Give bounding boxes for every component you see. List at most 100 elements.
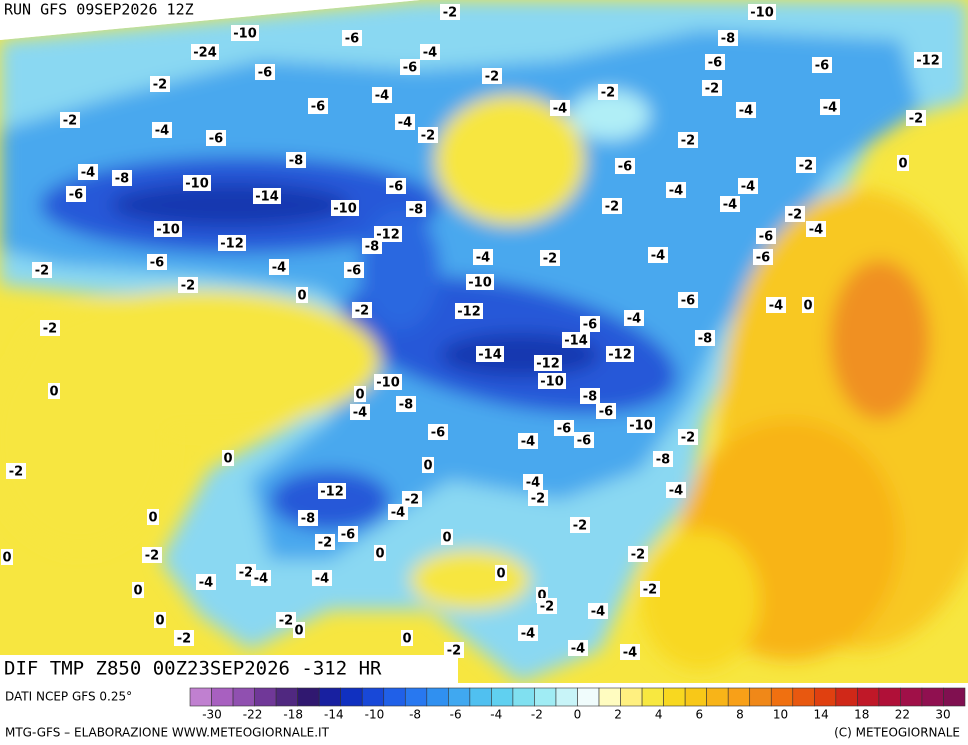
contour-label-box [132, 582, 144, 598]
contour-label-box [418, 127, 438, 143]
contour-label: -24 [193, 46, 217, 61]
contour-label-box [812, 57, 832, 73]
contour-label-box [147, 509, 159, 525]
contour-label-box [748, 4, 776, 20]
colorbar-swatch [835, 687, 858, 707]
colorbar-swatch [878, 687, 901, 707]
contour-label-box [588, 603, 608, 619]
contour-label-box [534, 355, 562, 371]
contour-label-box [206, 130, 226, 146]
contour-label: -2 [177, 632, 191, 647]
contour-label: -8 [301, 512, 315, 527]
contour-label: -2 [318, 536, 332, 551]
colorbar-tick-label: 18 [854, 708, 869, 722]
contour-label-box [60, 112, 80, 128]
contour-label-box [66, 186, 86, 202]
credit: MTG-GFS – ELABORAZIONE WWW.METEOGIORNALE… [5, 726, 330, 740]
contour-label: -14 [255, 190, 279, 205]
colorbar-tick-label: 2 [614, 708, 622, 722]
contour-label-box [142, 547, 162, 563]
contour-label: -6 [681, 294, 695, 309]
contour-label-box [678, 132, 698, 148]
colorbar-tick-label: -8 [409, 708, 421, 722]
contour-label: -2 [9, 465, 23, 480]
contour-label: -4 [521, 627, 535, 642]
contour-label-box [518, 433, 538, 449]
contour-label: -10 [540, 375, 564, 390]
contour-label: -10 [629, 419, 653, 434]
contour-label-box [218, 235, 246, 251]
data-source: DATI NCEP GFS 0.25° [5, 690, 132, 704]
contour-label: -2 [705, 82, 719, 97]
contour-label-box [602, 198, 622, 214]
colorbar-swatch [254, 687, 277, 707]
contour-label: 0 [375, 547, 384, 562]
contour-label: -2 [63, 114, 77, 129]
contour-label: 0 [297, 289, 306, 304]
contour-label-box [374, 545, 386, 561]
contour-label-box [606, 346, 634, 362]
contour-label-box [318, 483, 346, 499]
contour-label-box [466, 274, 494, 290]
contour-label: -4 [81, 166, 95, 181]
contour-label: -6 [815, 59, 829, 74]
contour-label: -4 [521, 435, 535, 450]
contour-label: -2 [485, 70, 499, 85]
contour-label: -4 [353, 406, 367, 421]
contour-label: -4 [272, 261, 286, 276]
contour-label-box [914, 52, 942, 68]
contour-label-box [1, 549, 13, 565]
contour-label: -12 [916, 54, 940, 69]
contour-label-box [528, 490, 548, 506]
contour-label-box [444, 642, 464, 658]
colorbar-swatch [232, 687, 255, 707]
contour-label-box [112, 170, 132, 186]
contour-label-box [695, 330, 715, 346]
contour-label: -4 [254, 572, 268, 587]
contour-label: -4 [823, 101, 837, 116]
contour-label-box [386, 178, 406, 194]
contour-label: -6 [389, 180, 403, 195]
contour-label: -4 [391, 506, 405, 521]
contour-label-box [388, 504, 408, 520]
contour-label-box [473, 249, 493, 265]
colorbar-swatch [469, 687, 492, 707]
colorbar-swatch [491, 687, 514, 707]
contour-label-box [440, 4, 460, 20]
colorbar-swatch [620, 687, 643, 707]
contour-label-box [518, 625, 538, 641]
contour-label-box [820, 99, 840, 115]
colorbar-tick-label: 4 [655, 708, 663, 722]
colorbar-swatch [663, 687, 686, 707]
contour-label-box [312, 570, 332, 586]
colorbar-swatch [361, 687, 385, 707]
contour-label-box [253, 188, 281, 204]
contour-label: -14 [478, 348, 502, 363]
contour-label: -4 [809, 223, 823, 238]
contour-label: -8 [115, 172, 129, 187]
contour-label-box [753, 249, 773, 265]
contour-label-box [666, 482, 686, 498]
contour-label: -6 [311, 100, 325, 115]
contour-label: -8 [409, 203, 423, 218]
contour-label: -12 [376, 228, 400, 243]
colorbar-tick-label: -2 [531, 708, 543, 722]
colorbar-tick-label: 8 [736, 708, 744, 722]
contour-label: -2 [799, 159, 813, 174]
contour-label: -6 [557, 422, 571, 437]
contour-label-box [897, 155, 909, 171]
contour-label-box [401, 630, 413, 646]
contour-label: 0 [49, 385, 58, 400]
contour-label-box [40, 320, 60, 336]
contour-label: -10 [333, 202, 357, 217]
contour-label: -8 [583, 390, 597, 405]
contour-label-box [276, 612, 296, 628]
contour-label-box [352, 302, 372, 318]
contour-label-box [174, 630, 194, 646]
colorbar-swatch [814, 687, 837, 707]
contour-label: 0 [402, 632, 411, 647]
contour-label: -4 [627, 312, 641, 327]
contour-label: -6 [69, 188, 83, 203]
contour-label: -6 [341, 528, 355, 543]
